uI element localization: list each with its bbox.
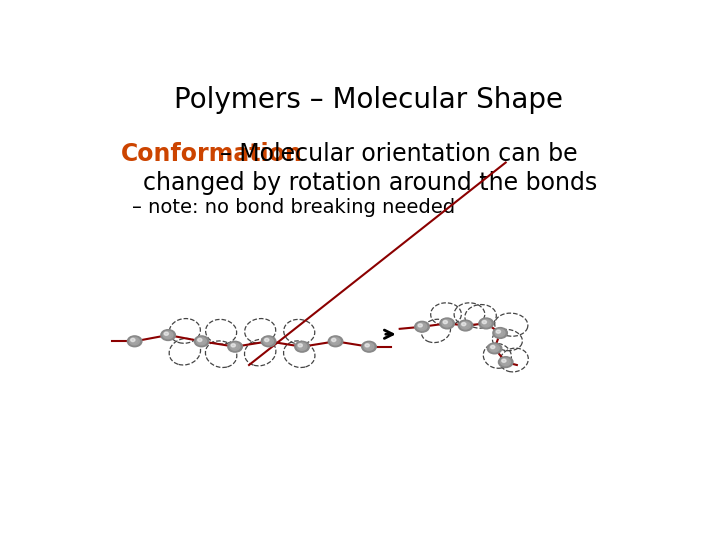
Circle shape xyxy=(130,339,135,342)
Circle shape xyxy=(462,323,469,328)
Circle shape xyxy=(482,321,489,326)
Circle shape xyxy=(161,329,176,341)
Circle shape xyxy=(127,336,142,347)
Circle shape xyxy=(265,339,271,343)
Circle shape xyxy=(443,320,448,323)
Circle shape xyxy=(197,338,207,345)
Circle shape xyxy=(297,343,307,350)
Circle shape xyxy=(298,344,302,347)
Circle shape xyxy=(442,320,452,327)
Circle shape xyxy=(261,336,276,347)
Circle shape xyxy=(264,339,269,342)
Text: Polymers – Molecular Shape: Polymers – Molecular Shape xyxy=(174,85,564,113)
Circle shape xyxy=(198,339,204,343)
Circle shape xyxy=(418,324,423,327)
Circle shape xyxy=(364,343,374,350)
Text: – note: no bond breaking needed: – note: no bond breaking needed xyxy=(132,198,455,217)
Text: changed by rotation around the bonds: changed by rotation around the bonds xyxy=(143,171,598,195)
Circle shape xyxy=(231,344,235,347)
Circle shape xyxy=(482,320,487,323)
Circle shape xyxy=(497,330,503,335)
Circle shape xyxy=(487,343,502,354)
Circle shape xyxy=(232,344,238,349)
Circle shape xyxy=(197,339,202,342)
Circle shape xyxy=(230,343,240,350)
Circle shape xyxy=(130,338,140,345)
Circle shape xyxy=(496,330,500,333)
Circle shape xyxy=(490,346,495,349)
Circle shape xyxy=(131,339,138,343)
Circle shape xyxy=(502,359,506,362)
Circle shape xyxy=(331,339,336,342)
Circle shape xyxy=(228,341,243,352)
Text: Conformation: Conformation xyxy=(121,141,302,166)
Circle shape xyxy=(330,338,341,345)
Circle shape xyxy=(294,341,310,352)
Circle shape xyxy=(417,323,427,330)
Circle shape xyxy=(264,338,274,345)
Circle shape xyxy=(361,341,377,352)
Circle shape xyxy=(481,320,491,327)
Circle shape xyxy=(164,332,168,335)
Circle shape xyxy=(366,344,372,349)
Circle shape xyxy=(490,345,500,352)
Circle shape xyxy=(493,328,508,339)
Circle shape xyxy=(479,318,493,329)
Circle shape xyxy=(299,344,305,349)
Circle shape xyxy=(495,329,505,336)
Circle shape xyxy=(500,358,510,366)
Circle shape xyxy=(365,344,369,347)
Circle shape xyxy=(418,324,425,329)
Circle shape xyxy=(165,333,171,338)
Circle shape xyxy=(328,336,343,347)
Circle shape xyxy=(444,321,450,326)
Circle shape xyxy=(498,357,513,368)
Circle shape xyxy=(460,322,470,329)
Circle shape xyxy=(440,318,454,329)
Circle shape xyxy=(462,322,466,326)
Circle shape xyxy=(503,360,509,365)
Text: – Molecular orientation can be: – Molecular orientation can be xyxy=(220,141,577,166)
Circle shape xyxy=(458,320,473,331)
Circle shape xyxy=(163,331,173,339)
Circle shape xyxy=(332,339,338,343)
Circle shape xyxy=(194,336,209,347)
Circle shape xyxy=(415,321,429,332)
Circle shape xyxy=(491,346,498,350)
